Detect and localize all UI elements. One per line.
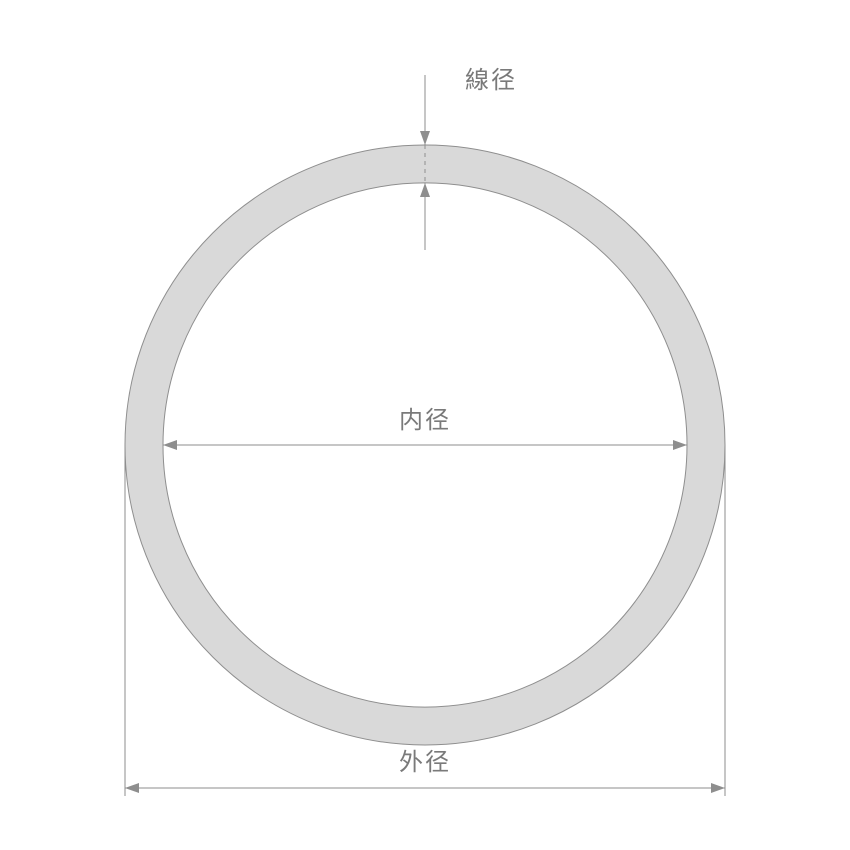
- inner-diameter-label: 内径: [399, 407, 451, 434]
- wire-diameter-label: 線径: [465, 67, 517, 94]
- ring-dimension-diagram: 線径 内径 外径: [0, 0, 850, 850]
- outer-diameter-label: 外径: [399, 749, 451, 776]
